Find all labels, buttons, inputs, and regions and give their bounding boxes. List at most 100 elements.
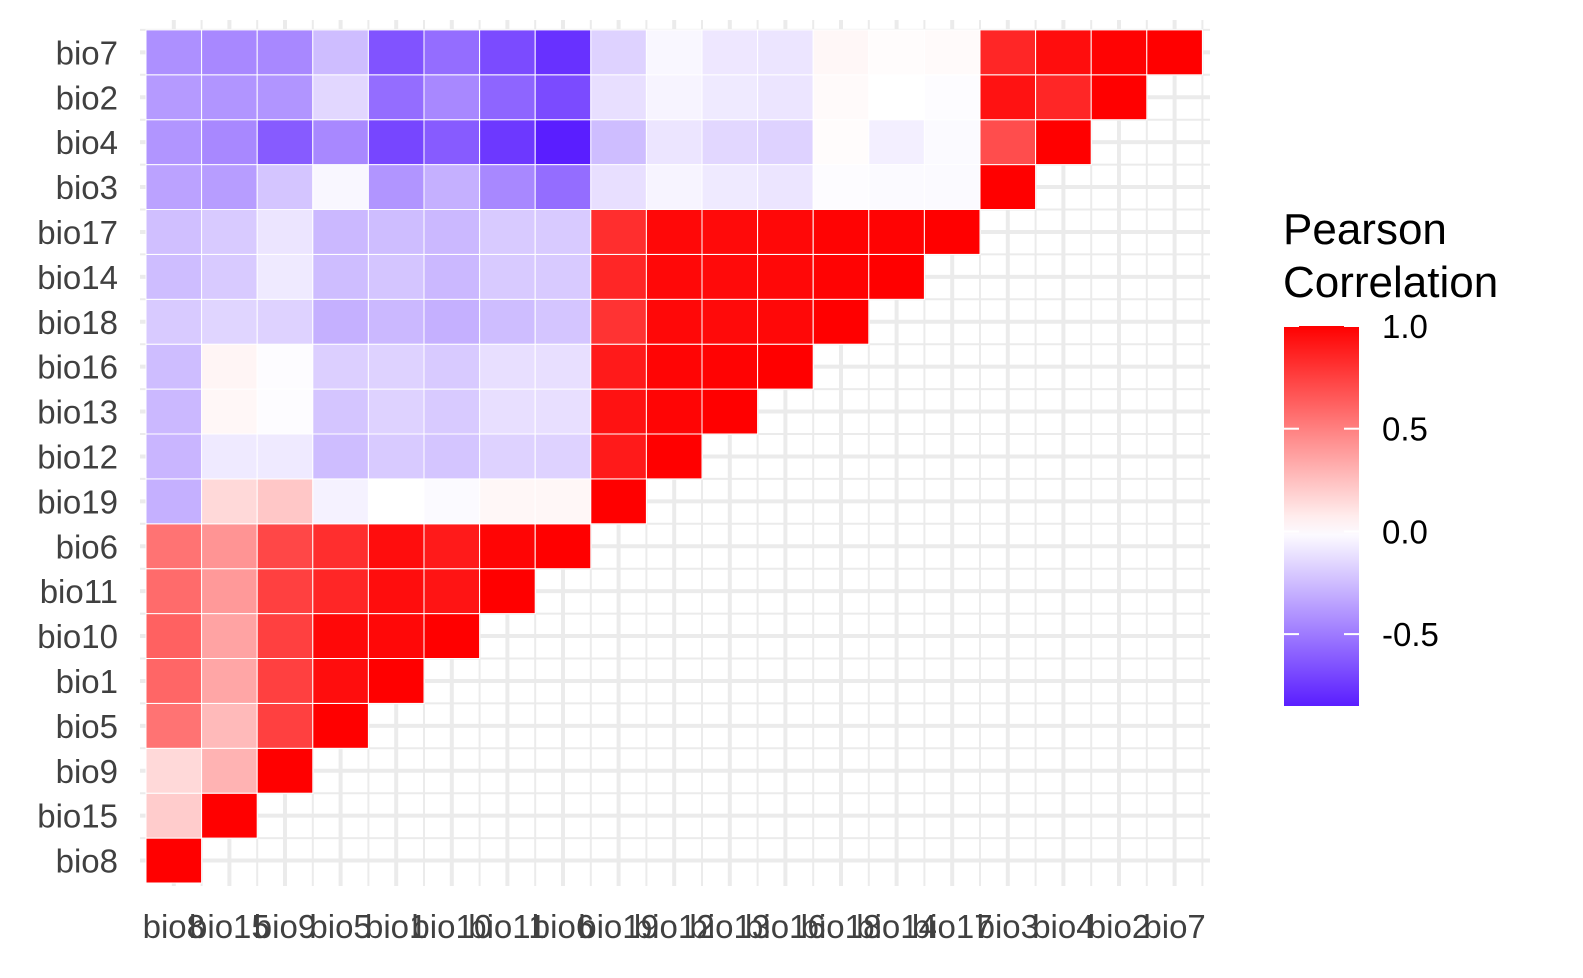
heatmap-cell-bio3-bio18: [812, 164, 870, 211]
heatmap-cell-bio2-bio8: [145, 74, 203, 121]
heatmap-cell-bio18-bio13: [701, 298, 759, 345]
heatmap-cell-bio13-bio9: [256, 388, 314, 435]
heatmap-cell-bio11-bio9: [256, 568, 314, 615]
heatmap-cell-bio9-bio8: [145, 747, 203, 794]
heatmap-cell-bio18-bio5: [312, 298, 369, 345]
heatmap-cell-bio13-bio5: [312, 388, 369, 435]
x-tick-label: bio8: [143, 908, 205, 945]
heatmap-cell-bio17-bio6: [534, 209, 592, 255]
heatmap-cell-bio2-bio15: [201, 74, 258, 121]
heatmap-cell-bio15-bio8: [145, 792, 203, 839]
legend-colorbar: [1284, 326, 1359, 706]
heatmap-cell-bio17-bio1: [367, 209, 425, 255]
heatmap-cell-bio14-bio1: [367, 253, 425, 300]
heatmap-cell-bio4-bio16: [757, 119, 814, 166]
y-tick-label: bio7: [56, 34, 118, 71]
y-tick-label: bio12: [37, 438, 118, 475]
heatmap-cell-bio16-bio12: [645, 343, 703, 390]
heatmap-cell-bio18-bio16: [757, 298, 814, 345]
heatmap-cell-bio17-bio12: [645, 209, 703, 255]
heatmap-cell-bio12-bio15: [201, 433, 258, 480]
color-legend: Pearson Correlation 1.0 0.5 0.0 -0.5: [1283, 205, 1498, 706]
heatmap-cell-bio17-bio10: [423, 209, 481, 255]
y-tick-label: bio13: [37, 394, 118, 431]
heatmap-cell-bio4-bio17: [923, 119, 981, 166]
y-axis-ticks: bio8 bio15 bio9 bio5 bio1 bio10 bio11 bio6 bio19…: [37, 34, 118, 879]
heatmap-cell-bio2-bio14: [868, 74, 925, 121]
y-tick-label: bio9: [56, 753, 118, 790]
y-tick-label: bio16: [37, 349, 118, 386]
heatmap-cell-bio14-bio10: [423, 253, 481, 300]
heatmap-cell-bio3-bio8: [145, 164, 203, 211]
heatmap-cell-bio14-bio13: [701, 253, 759, 300]
heatmap-cell-bio3-bio15: [201, 164, 258, 211]
heatmap-cell-bio17-bio17: [923, 209, 981, 255]
heatmap-cell-bio13-bio15: [201, 388, 258, 435]
heatmap-cell-bio2-bio19: [590, 74, 647, 121]
x-tick-label: bio13: [689, 908, 770, 945]
heatmap-cell-bio3-bio9: [256, 164, 314, 211]
heatmap-cell-bio3-bio14: [868, 164, 925, 211]
heatmap-cell-bio16-bio19: [590, 343, 647, 390]
heatmap-cell-bio12-bio12: [645, 433, 703, 480]
heatmap-cell-bio17-bio14: [868, 209, 925, 255]
heatmap-cell-bio16-bio15: [201, 343, 258, 390]
heatmap-cell-bio13-bio11: [479, 388, 536, 435]
heatmap-cell-bio13-bio10: [423, 388, 481, 435]
heatmap-cell-bio14-bio19: [590, 253, 647, 300]
heatmap-cell-bio14-bio18: [812, 253, 870, 300]
heatmap-cell-bio7-bio3: [979, 29, 1037, 76]
heatmap-cell-bio13-bio13: [701, 388, 759, 435]
heatmap-cell-bio13-bio1: [367, 388, 425, 435]
x-tick-label: bio2: [1088, 908, 1150, 945]
heatmap-cell-bio1-bio9: [256, 658, 314, 704]
heatmap-cell-bio2-bio12: [645, 74, 703, 121]
y-tick-label: bio18: [37, 304, 118, 341]
heatmap-cell-bio4-bio10: [423, 119, 481, 166]
heatmap-cell-bio19-bio10: [423, 478, 481, 525]
x-tick-label: bio16: [745, 908, 826, 945]
heatmap-cell-bio1-bio1: [367, 658, 425, 704]
heatmap-cell-bio3-bio6: [534, 164, 592, 211]
heatmap-cell-bio7-bio16: [757, 29, 814, 76]
heatmap-cell-bio14-bio11: [479, 253, 536, 300]
heatmap-cell-bio10-bio8: [145, 613, 203, 659]
heatmap-cell-bio7-bio12: [645, 29, 703, 76]
heatmap-cell-bio4-bio12: [645, 119, 703, 166]
heatmap-cell-bio12-bio1: [367, 433, 425, 480]
heatmap-tiles: [145, 29, 1203, 884]
heatmap-cell-bio18-bio10: [423, 298, 481, 345]
heatmap-cell-bio14-bio14: [868, 253, 925, 300]
heatmap-cell-bio18-bio1: [367, 298, 425, 345]
heatmap-cell-bio7-bio15: [201, 29, 258, 76]
heatmap-cell-bio7-bio4: [1035, 29, 1092, 76]
heatmap-cell-bio4-bio9: [256, 119, 314, 166]
heatmap-cell-bio17-bio15: [201, 209, 258, 255]
heatmap-cell-bio7-bio13: [701, 29, 759, 76]
heatmap-cell-bio10-bio5: [312, 613, 369, 659]
heatmap-cell-bio11-bio15: [201, 568, 258, 615]
heatmap-cell-bio4-bio13: [701, 119, 759, 166]
heatmap-cell-bio12-bio19: [590, 433, 647, 480]
x-tick-label: bio9: [254, 908, 316, 945]
heatmap-cell-bio7-bio9: [256, 29, 314, 76]
heatmap-cell-bio18-bio18: [812, 298, 870, 345]
heatmap-cell-bio10-bio10: [423, 613, 481, 659]
heatmap-cell-bio1-bio5: [312, 658, 369, 704]
heatmap-cell-bio6-bio10: [423, 523, 481, 570]
heatmap-cell-bio7-bio1: [367, 29, 425, 76]
y-tick-label: bio1: [56, 663, 118, 700]
heatmap-cell-bio18-bio19: [590, 298, 647, 345]
heatmap-cell-bio16-bio1: [367, 343, 425, 390]
legend-tick-label: 0.0: [1382, 513, 1428, 550]
heatmap-cell-bio6-bio1: [367, 523, 425, 570]
heatmap-cell-bio7-bio11: [479, 29, 536, 76]
heatmap-cell-bio16-bio13: [701, 343, 759, 390]
heatmap-cell-bio6-bio15: [201, 523, 258, 570]
heatmap-cell-bio3-bio10: [423, 164, 481, 211]
heatmap-cell-bio7-bio2: [1090, 29, 1148, 76]
heatmap-cell-bio12-bio11: [479, 433, 536, 480]
heatmap-cell-bio17-bio16: [757, 209, 814, 255]
legend-ticks: 1.0 0.5 0.0 -0.5: [1284, 308, 1439, 653]
